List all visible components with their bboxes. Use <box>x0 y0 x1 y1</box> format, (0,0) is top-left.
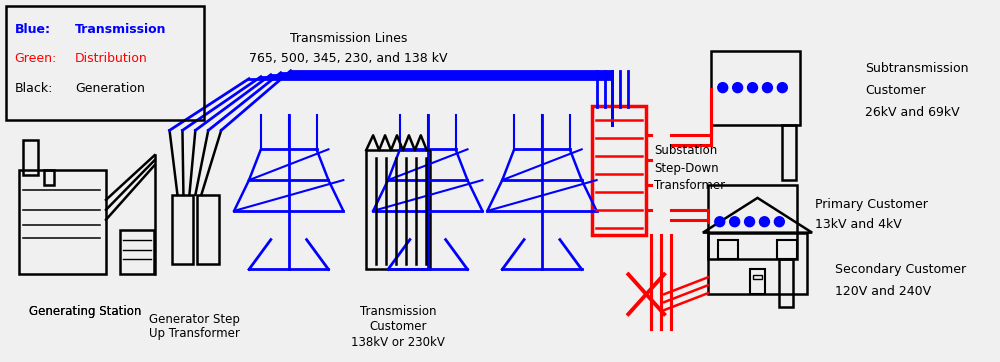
Bar <box>777 240 797 260</box>
Text: 13kV and 4kV: 13kV and 4kV <box>815 218 902 231</box>
Bar <box>6 6 204 121</box>
Text: Green:: Green: <box>15 52 57 65</box>
Bar <box>779 260 793 307</box>
Bar <box>750 269 765 294</box>
Bar <box>197 195 219 264</box>
Text: 765, 500, 345, 230, and 138 kV: 765, 500, 345, 230, and 138 kV <box>249 52 448 65</box>
Text: Up Transformer: Up Transformer <box>149 328 240 340</box>
Text: Generating Station: Generating Station <box>29 304 141 317</box>
Circle shape <box>733 83 743 93</box>
Bar <box>718 240 738 260</box>
Text: Substation: Substation <box>654 144 717 157</box>
Text: Secondary Customer: Secondary Customer <box>835 263 966 276</box>
Text: Generation: Generation <box>75 82 145 95</box>
Text: Customer: Customer <box>865 84 925 97</box>
Text: Step-Down: Step-Down <box>654 161 719 174</box>
Text: Transformer: Transformer <box>654 180 725 193</box>
Text: Distribution: Distribution <box>75 52 148 65</box>
Bar <box>172 195 193 264</box>
Text: Generator Step: Generator Step <box>149 312 240 325</box>
Text: Transmission: Transmission <box>360 304 436 317</box>
Bar <box>782 125 796 180</box>
Bar <box>711 51 800 125</box>
Circle shape <box>774 217 784 227</box>
Circle shape <box>745 217 755 227</box>
Text: Generating Station: Generating Station <box>29 304 141 317</box>
Text: Transmission: Transmission <box>75 22 167 35</box>
Circle shape <box>759 217 769 227</box>
Text: Subtransmission: Subtransmission <box>865 62 968 75</box>
Bar <box>592 105 646 235</box>
Circle shape <box>777 83 787 93</box>
Text: Customer: Customer <box>369 320 427 333</box>
Circle shape <box>730 217 740 227</box>
Text: Blue:: Blue: <box>15 22 51 35</box>
Bar <box>19 170 106 274</box>
Bar <box>23 140 38 175</box>
Bar <box>44 170 54 185</box>
Circle shape <box>718 83 728 93</box>
Text: Black:: Black: <box>15 82 53 95</box>
Text: Primary Customer: Primary Customer <box>815 198 928 211</box>
Bar <box>708 233 807 294</box>
Bar <box>120 230 154 274</box>
Text: 120V and 240V: 120V and 240V <box>835 285 931 298</box>
Bar <box>753 275 762 279</box>
Text: 26kV and 69kV: 26kV and 69kV <box>865 106 959 119</box>
Text: 138kV or 230kV: 138kV or 230kV <box>351 336 445 349</box>
Bar <box>708 185 797 260</box>
Circle shape <box>748 83 758 93</box>
Circle shape <box>762 83 772 93</box>
Text: Transmission Lines: Transmission Lines <box>290 33 407 46</box>
Bar <box>366 150 430 269</box>
Circle shape <box>715 217 725 227</box>
